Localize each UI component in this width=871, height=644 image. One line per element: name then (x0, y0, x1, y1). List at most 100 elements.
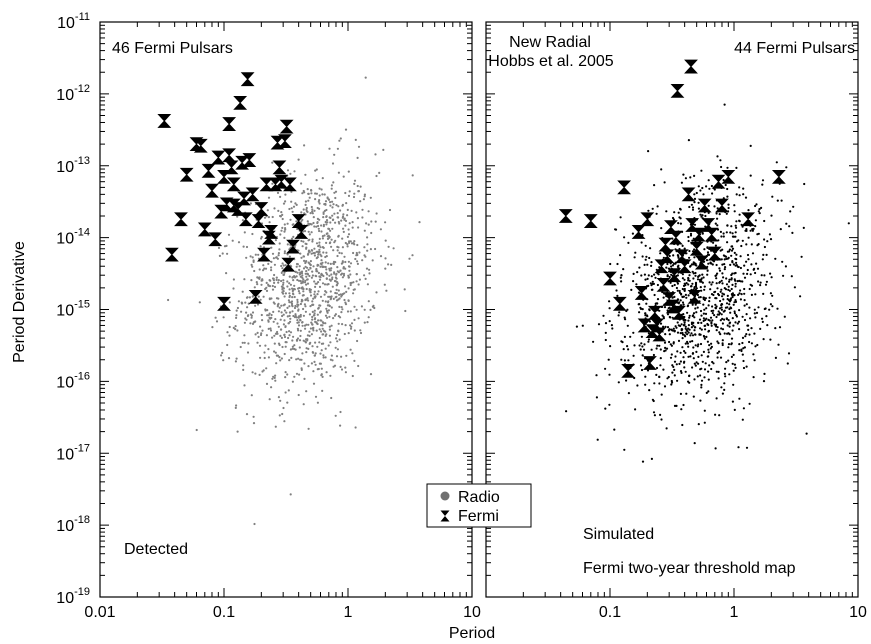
radio-point (327, 300, 330, 303)
radio-point (353, 240, 356, 243)
radio-point (648, 320, 652, 323)
radio-point (734, 366, 737, 369)
radio-point (703, 285, 706, 288)
radio-point (339, 424, 342, 427)
radio-point (301, 324, 304, 327)
radio-point (306, 339, 309, 342)
radio-point (743, 264, 746, 267)
radio-point (756, 267, 760, 270)
radio-point (315, 179, 318, 182)
radio-point (623, 316, 626, 319)
radio-point (318, 362, 321, 365)
radio-point (254, 304, 257, 307)
radio-point (681, 277, 685, 280)
radio-point (684, 319, 687, 322)
fermi-point (174, 212, 188, 227)
radio-point (755, 262, 758, 265)
radio-point (353, 329, 356, 332)
radio-point (721, 317, 724, 320)
radio-point (723, 263, 726, 266)
radio-point (272, 257, 275, 260)
radio-point (626, 324, 629, 327)
radio-point (724, 255, 728, 258)
radio-point (334, 313, 337, 316)
radio-point (369, 196, 372, 199)
radio-point (283, 236, 286, 239)
radio-point (342, 272, 346, 275)
radio-point (693, 378, 696, 381)
radio-point (283, 333, 286, 336)
radio-point (663, 385, 667, 388)
legend: Radio Fermi (426, 483, 532, 528)
radio-point (750, 293, 754, 296)
radio-point (302, 240, 305, 243)
radio-point (608, 403, 611, 406)
radio-point (313, 209, 316, 212)
radio-point (728, 280, 731, 283)
radio-point (750, 263, 753, 266)
radio-point (344, 224, 347, 227)
radio-point (676, 254, 680, 257)
radio-point (660, 168, 663, 171)
radio-point (264, 287, 267, 291)
radio-point (722, 298, 725, 301)
radio-point (659, 357, 662, 360)
radio-point (246, 351, 250, 354)
radio-point (295, 275, 298, 278)
radio-point (291, 339, 294, 342)
radio-point (280, 264, 283, 268)
radio-point (275, 276, 278, 279)
radio-point (652, 411, 656, 414)
radio-point (734, 300, 738, 303)
radio-point (331, 200, 334, 203)
radio-point (289, 331, 293, 334)
radio-point (303, 303, 306, 306)
radio-point (318, 187, 321, 190)
radio-point (264, 308, 267, 311)
radio-point (298, 339, 302, 342)
radio-point (277, 310, 280, 313)
radio-point (675, 286, 679, 290)
radio-point (357, 317, 360, 320)
radio-point (711, 192, 714, 195)
radio-point (278, 248, 281, 251)
radio-point (738, 194, 741, 197)
radio-point (703, 421, 706, 424)
radio-point (259, 356, 262, 359)
radio-point (690, 326, 694, 329)
radio-point (703, 409, 706, 412)
radio-point (317, 227, 320, 230)
radio-point (243, 231, 246, 234)
radio-point (693, 316, 696, 319)
radio-point (245, 413, 249, 416)
radio-point (279, 318, 282, 321)
radio-point (335, 288, 338, 291)
radio-point (274, 379, 277, 382)
radio-point (340, 219, 343, 222)
radio-point (296, 305, 299, 308)
radio-point (307, 222, 310, 225)
radio-point (357, 145, 361, 148)
radio-point (660, 393, 663, 396)
radio-point (723, 332, 726, 335)
radio-point (632, 280, 635, 283)
radio-point (307, 239, 310, 242)
radio-point (847, 222, 850, 225)
radio-point (700, 215, 703, 218)
radio-point (357, 190, 360, 193)
radio-point (694, 271, 697, 275)
radio-point (680, 371, 683, 374)
radio-point (303, 212, 306, 215)
radio-point (234, 325, 237, 328)
radio-point (720, 304, 723, 307)
radio-point (745, 365, 748, 368)
radio-point (302, 255, 305, 258)
radio-point (679, 360, 683, 363)
radio-point (743, 299, 746, 302)
fermi-point (684, 59, 698, 74)
radio-point (277, 325, 280, 328)
radio-point (718, 267, 721, 270)
radio-point (617, 314, 620, 317)
radio-point (217, 246, 221, 249)
radio-point (313, 247, 316, 250)
